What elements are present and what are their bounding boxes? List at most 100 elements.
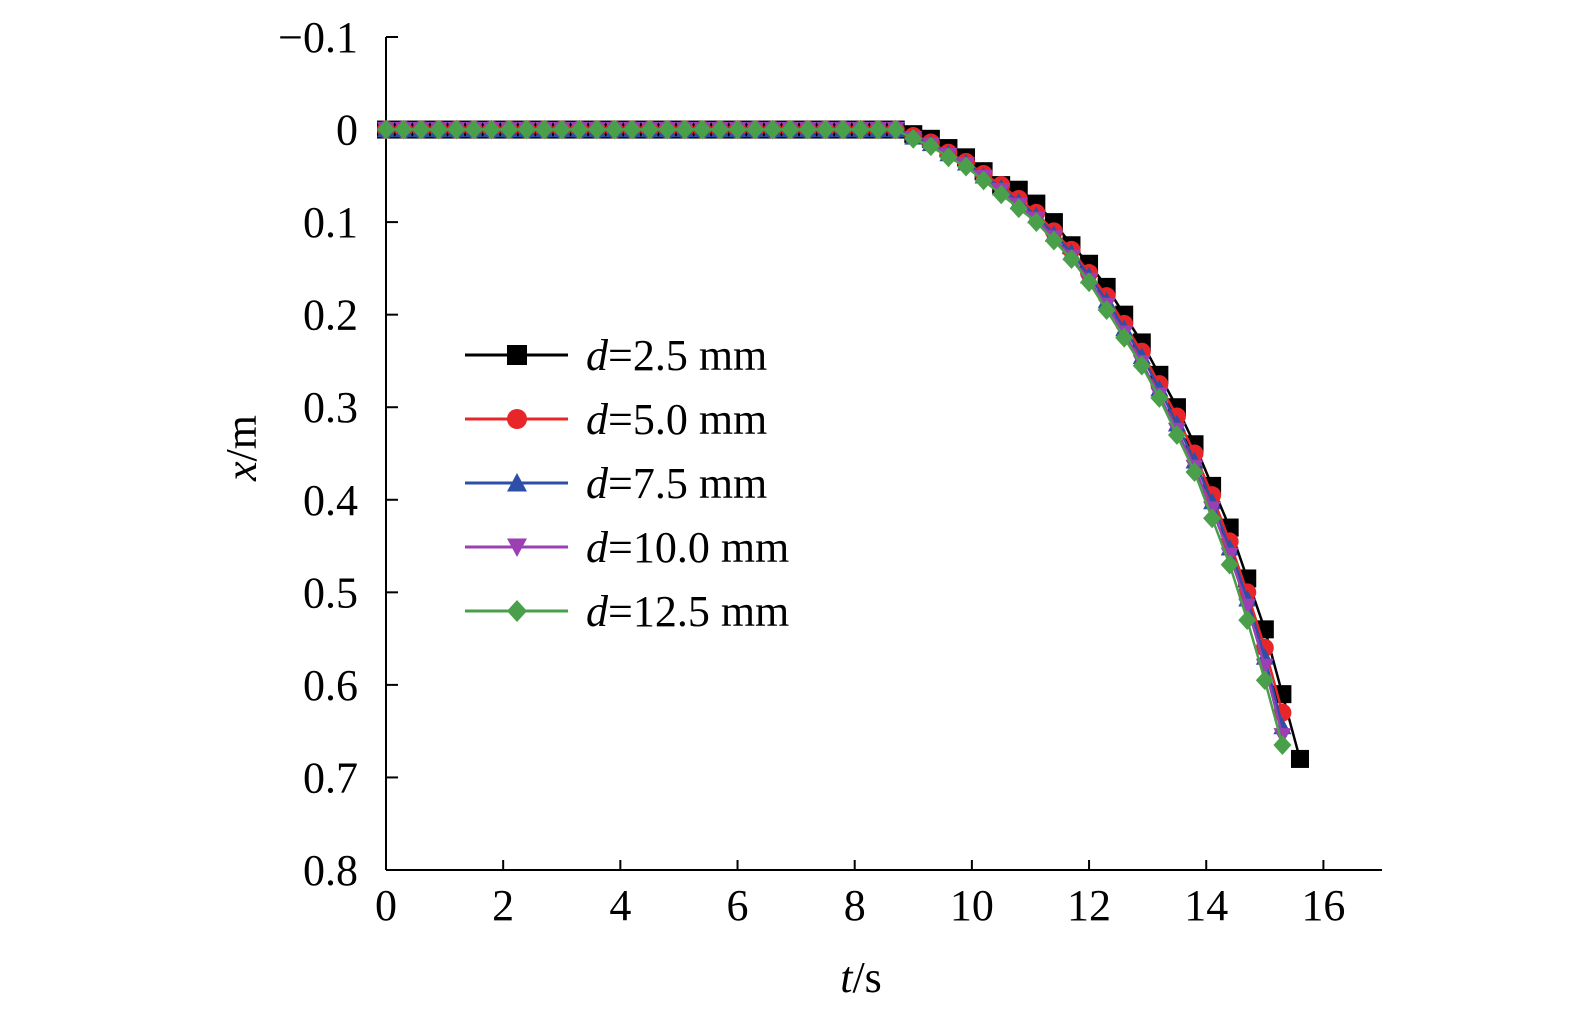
data-point: [904, 128, 923, 149]
data-point: [728, 119, 747, 140]
series-4: [377, 119, 1292, 755]
legend-value: 2.5 mm: [633, 331, 767, 380]
legend-item: d=5.0 mm: [465, 395, 767, 444]
data-point: [507, 345, 527, 365]
data-point: [816, 119, 835, 140]
y-tick-label: 0.4: [303, 476, 358, 525]
y-tick-label: 0.2: [303, 291, 358, 340]
legend-label: d=2.5 mm: [586, 331, 767, 380]
legend: d=2.5 mmd=5.0 mmd=7.5 mmd=10.0 mmd=12.5 …: [465, 331, 789, 636]
x-tick-label: 12: [1067, 881, 1111, 930]
data-point: [1097, 300, 1116, 320]
data-point: [507, 600, 527, 622]
y-axis-label-var: x: [217, 461, 266, 482]
legend-value: 5.0 mm: [633, 395, 767, 444]
legend-var: d: [586, 523, 609, 572]
series-3: [377, 121, 1292, 745]
x-tick-label: 6: [727, 881, 749, 930]
data-point: [939, 147, 958, 168]
data-point: [1273, 735, 1292, 755]
data-point: [1167, 425, 1186, 445]
data-point: [570, 119, 589, 140]
data-point: [921, 136, 940, 157]
y-tick-label: 0.1: [303, 198, 358, 247]
legend-label: d=5.0 mm: [586, 395, 767, 444]
x-tick-label: 4: [609, 881, 631, 930]
data-point: [1062, 249, 1081, 270]
data-point: [429, 119, 448, 140]
data-point: [507, 473, 527, 492]
x-tick-label: 2: [492, 881, 514, 930]
data-point: [1080, 272, 1099, 293]
data-point: [658, 119, 677, 140]
x-axis-label-unit: /s: [852, 953, 881, 1002]
data-point: [517, 119, 536, 140]
data-point: [447, 119, 466, 140]
data-point: [394, 119, 413, 140]
data-point: [869, 119, 888, 140]
data-point: [886, 119, 905, 140]
legend-value: 12.5 mm: [633, 587, 789, 636]
data-point: [974, 170, 993, 191]
legend-label: d=7.5 mm: [586, 459, 767, 508]
series-layer: [377, 119, 1309, 768]
data-point: [781, 119, 800, 140]
legend-var: d: [586, 587, 609, 636]
data-point: [535, 119, 554, 140]
legend-value: 10.0 mm: [633, 523, 789, 572]
legend-item: d=2.5 mm: [465, 331, 767, 380]
axes: [385, 37, 1382, 871]
y-tick-label: 0.7: [303, 753, 358, 802]
data-point: [798, 119, 817, 140]
data-point: [1255, 670, 1274, 691]
data-point: [1203, 508, 1222, 529]
x-tick-label: 16: [1301, 881, 1345, 930]
legend-equals: =: [608, 395, 633, 444]
legend-label: d=10.0 mm: [586, 523, 789, 572]
x-tick-label: 10: [950, 881, 994, 930]
legend-label: d=12.5 mm: [586, 587, 789, 636]
data-point: [833, 119, 852, 140]
data-point: [552, 119, 571, 140]
legend-var: d: [586, 395, 609, 444]
data-point: [623, 119, 642, 140]
data-point: [1044, 230, 1063, 251]
x-tick-label: 0: [375, 881, 397, 930]
y-tick-label: 0.6: [303, 661, 358, 710]
y-tick-label: 0: [336, 106, 358, 155]
series-line: [386, 128, 1302, 760]
legend-equals: =: [608, 459, 633, 508]
data-point: [500, 119, 519, 140]
data-point: [992, 184, 1011, 205]
legend-equals: =: [608, 331, 633, 380]
data-point: [710, 119, 729, 140]
data-point: [1115, 327, 1134, 348]
data-point: [587, 119, 606, 140]
data-point: [507, 409, 527, 429]
x-tick-label: 8: [844, 881, 866, 930]
data-point: [1290, 749, 1309, 768]
legend-item: d=10.0 mm: [465, 523, 789, 572]
data-point: [675, 119, 694, 140]
data-point: [1238, 610, 1257, 630]
data-point: [482, 119, 501, 140]
data-point: [1220, 554, 1239, 575]
x-axis-label: t/s: [840, 953, 882, 1002]
data-point: [464, 119, 483, 140]
data-point: [605, 119, 624, 140]
y-axis-label: x/m: [217, 415, 266, 482]
x-ticks: 0 2 4 6 8 10 12 14 16: [375, 860, 1345, 930]
legend-var: d: [586, 459, 609, 508]
data-point: [640, 119, 659, 140]
y-tick-label: 0.3: [303, 383, 358, 432]
data-point: [851, 119, 870, 140]
data-point: [1027, 212, 1046, 233]
legend-equals: =: [608, 587, 633, 636]
data-point: [377, 119, 395, 140]
legend-value: 7.5 mm: [633, 459, 767, 508]
x-axis-label-var: t: [840, 953, 854, 1002]
data-point: [1009, 198, 1028, 219]
data-point: [1132, 355, 1151, 376]
data-point: [412, 119, 431, 140]
